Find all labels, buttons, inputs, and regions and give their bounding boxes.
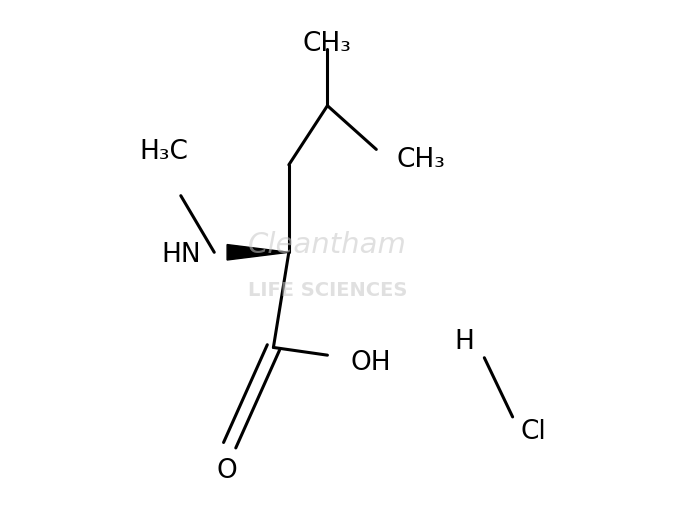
Text: Cl: Cl [521,419,546,445]
Text: CH₃: CH₃ [303,31,352,57]
Text: CH₃: CH₃ [397,147,445,173]
Text: OH: OH [351,350,391,376]
Polygon shape [227,244,289,260]
Text: O: O [216,458,237,484]
Text: LIFE SCIENCES: LIFE SCIENCES [248,281,407,301]
Text: H: H [454,329,474,355]
Text: Cleantham: Cleantham [248,230,407,258]
Text: HN: HN [161,242,201,268]
Text: H₃C: H₃C [140,139,189,165]
